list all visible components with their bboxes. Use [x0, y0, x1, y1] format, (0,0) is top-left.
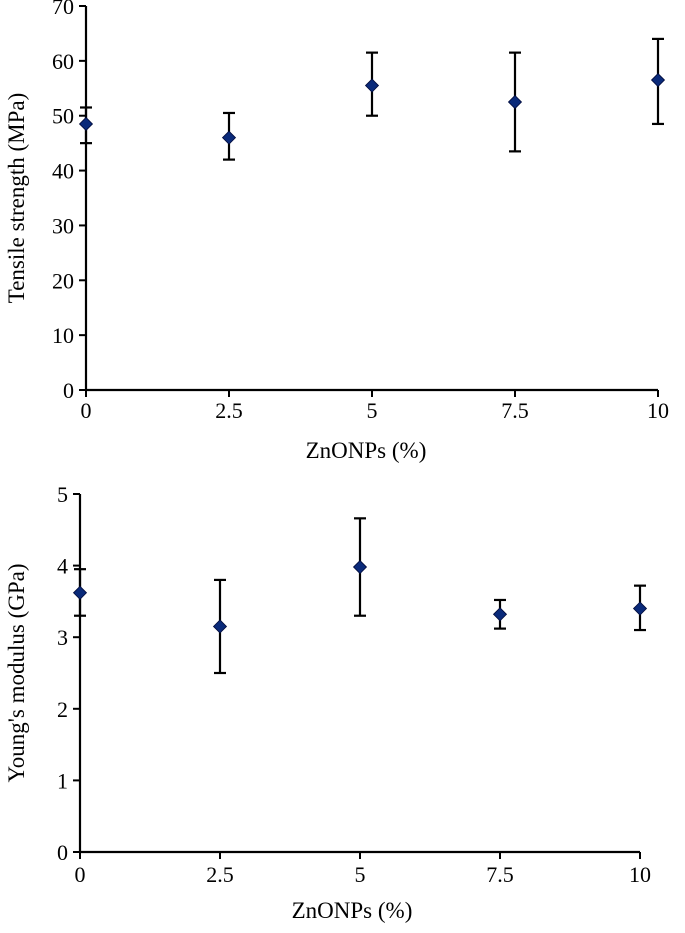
y-tick-label: 60: [52, 49, 74, 74]
data-point: [364, 78, 380, 93]
y-tick-label: 70: [52, 0, 74, 19]
y-tick-label: 30: [52, 213, 74, 238]
y-tick-label: 5: [57, 482, 68, 507]
x-tick-label: 7.5: [486, 862, 514, 887]
data-point: [492, 607, 508, 622]
y-axis-label: Young's modulus (GPa): [4, 563, 29, 782]
x-tick-label: 5: [355, 862, 366, 887]
tensile-strength-chart: 0 10 20 30 40 50 60 70 0 2.5 5 7.5 10 ZnONPs (%) Tensi…: [4, 0, 669, 463]
data-point: [352, 559, 368, 575]
x-tick-label: 0: [81, 398, 92, 423]
x-tick-label: 10: [647, 398, 669, 423]
x-tick-label: 0: [75, 862, 86, 887]
youngs-modulus-chart: 0 1 2 3 4 5 0 2.5 5 7.5 10 ZnONPs (%) Young's modulu…: [4, 482, 651, 923]
y-tick-label: 0: [63, 378, 74, 403]
y-tick-label: 20: [52, 268, 74, 293]
y-axis-label: Tensile strength (MPa): [4, 93, 29, 303]
y-tick-label: 1: [57, 768, 68, 793]
data-point: [221, 130, 237, 145]
y-tick-label: 0: [57, 840, 68, 865]
data-point: [632, 601, 648, 616]
x-axis-label: ZnONPs (%): [292, 898, 413, 923]
x-tick-label: 7.5: [501, 398, 529, 423]
data-point: [72, 585, 88, 600]
data-point: [507, 94, 523, 110]
data-point: [650, 72, 666, 88]
y-tick-label: 3: [57, 625, 68, 650]
data-point: [212, 619, 228, 634]
x-axis-label: ZnONPs (%): [306, 438, 427, 463]
y-tick-label: 4: [57, 554, 68, 579]
y-tick-label: 2: [57, 697, 68, 722]
y-tick-label: 10: [52, 323, 74, 348]
x-tick-label: 10: [629, 862, 651, 887]
x-tick-label: 2.5: [215, 398, 243, 423]
y-tick-label: 40: [52, 159, 74, 184]
data-point: [78, 116, 94, 132]
x-tick-label: 5: [367, 398, 378, 423]
x-tick-label: 2.5: [206, 862, 234, 887]
y-tick-label: 50: [52, 104, 74, 129]
